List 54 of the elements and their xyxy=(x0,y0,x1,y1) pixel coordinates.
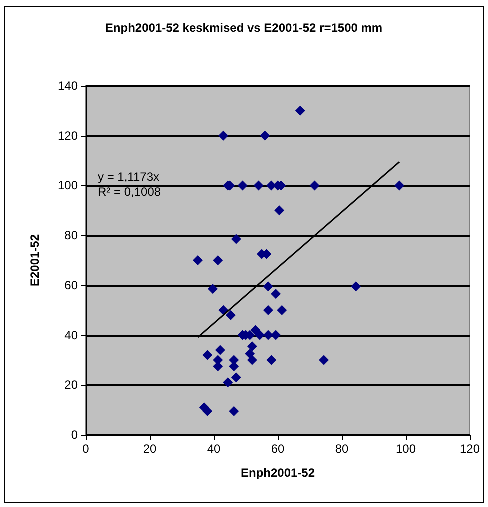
y-tick-label: 80 xyxy=(64,228,78,243)
y-tick-label: 120 xyxy=(58,128,78,143)
point xyxy=(271,289,282,300)
point xyxy=(250,325,261,336)
point xyxy=(263,305,274,316)
point xyxy=(351,282,362,292)
y-axis-title: E2001-52 xyxy=(28,234,42,287)
y-tick-label: 100 xyxy=(58,178,78,193)
annotation: R² = 0,1008 xyxy=(98,185,162,200)
point xyxy=(245,348,256,359)
point xyxy=(260,130,270,141)
point xyxy=(218,130,229,141)
point xyxy=(295,106,306,116)
point xyxy=(319,355,330,366)
y-tick-label: 20 xyxy=(64,378,78,392)
point xyxy=(202,406,213,416)
x-tick-label: 100 xyxy=(396,442,416,456)
point xyxy=(271,330,282,340)
x-tick-label: 20 xyxy=(143,442,157,456)
point xyxy=(247,342,258,352)
annotation: y = 1,1173x xyxy=(98,170,160,185)
point xyxy=(263,282,274,292)
point xyxy=(213,256,224,266)
x-tick-label: 80 xyxy=(335,442,349,456)
point xyxy=(229,406,240,416)
x-tick-label: 40 xyxy=(207,442,221,456)
point xyxy=(254,180,264,191)
point xyxy=(223,378,234,388)
point xyxy=(277,305,288,316)
point xyxy=(231,234,242,244)
point xyxy=(231,372,242,383)
point xyxy=(310,180,320,191)
point xyxy=(266,355,277,366)
point xyxy=(263,330,274,340)
point xyxy=(247,355,258,366)
y-tick-label: 40 xyxy=(64,328,78,342)
y-tick-label: 0 xyxy=(71,428,78,442)
point xyxy=(238,180,248,191)
chart-title: Enph2001-52 keskmised vs E2001-52 r=1500 mm xyxy=(105,21,383,35)
x-tick-label: 60 xyxy=(271,442,285,456)
point xyxy=(202,350,213,360)
point xyxy=(208,284,218,294)
x-tick-label: 120 xyxy=(460,442,480,456)
y-tick-label: 60 xyxy=(64,278,78,292)
point xyxy=(255,330,266,340)
point xyxy=(274,206,285,216)
x-axis-title: Enph2001-52 xyxy=(240,466,316,480)
point xyxy=(394,180,405,191)
point xyxy=(192,256,203,266)
point xyxy=(226,310,236,320)
x-tick-label: 0 xyxy=(82,442,90,456)
y-tick-label: 140 xyxy=(58,79,78,93)
point xyxy=(218,305,229,316)
point xyxy=(215,345,226,356)
